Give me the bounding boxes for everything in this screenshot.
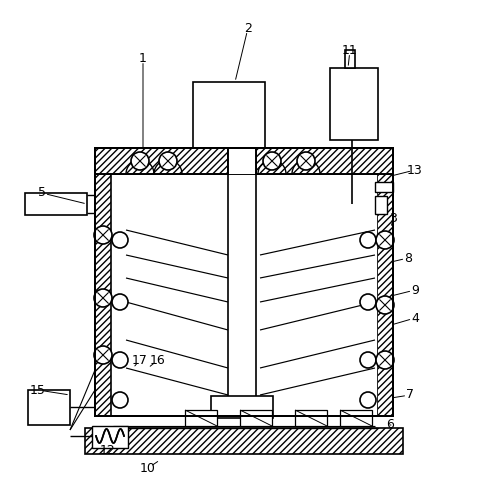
Bar (375, 182, 393, 192)
Text: 11: 11 (342, 43, 358, 56)
Text: 9: 9 (411, 283, 419, 296)
Circle shape (360, 392, 376, 408)
Text: 6: 6 (386, 419, 394, 432)
Circle shape (297, 152, 315, 170)
Text: 10: 10 (140, 462, 156, 475)
Bar (185, 410, 217, 426)
Bar (85, 428, 403, 454)
Bar (193, 82, 265, 148)
Bar (211, 396, 273, 418)
Text: 8: 8 (404, 251, 412, 264)
Text: 1: 1 (139, 51, 147, 64)
Bar (28, 390, 70, 425)
Text: 4: 4 (411, 311, 419, 324)
Circle shape (263, 152, 281, 170)
Circle shape (159, 152, 177, 170)
Bar (330, 68, 378, 140)
Bar (95, 148, 228, 174)
Circle shape (112, 294, 128, 310)
Bar (95, 148, 393, 416)
Bar (111, 174, 377, 416)
Text: 15: 15 (30, 384, 46, 397)
Text: 13: 13 (407, 164, 423, 177)
Bar (375, 196, 387, 214)
Circle shape (376, 351, 394, 369)
Bar (240, 410, 272, 426)
Text: 17: 17 (132, 353, 148, 366)
Text: 3: 3 (389, 212, 397, 225)
Text: 5: 5 (38, 187, 46, 200)
Circle shape (112, 232, 128, 248)
Circle shape (360, 294, 376, 310)
Bar (25, 193, 87, 215)
Circle shape (94, 289, 112, 307)
Bar (92, 426, 128, 448)
Circle shape (376, 296, 394, 314)
Text: 16: 16 (150, 353, 166, 366)
Bar (345, 50, 355, 68)
Bar (377, 174, 393, 416)
Bar (228, 148, 256, 174)
Circle shape (131, 152, 149, 170)
Text: 2: 2 (244, 21, 252, 34)
Circle shape (112, 392, 128, 408)
Circle shape (360, 352, 376, 368)
Bar (256, 148, 393, 174)
Bar (295, 410, 327, 426)
Text: 7: 7 (406, 389, 414, 402)
Bar (95, 174, 111, 416)
Circle shape (94, 226, 112, 244)
Circle shape (94, 346, 112, 364)
Bar (340, 410, 372, 426)
Circle shape (360, 232, 376, 248)
Circle shape (376, 231, 394, 249)
Circle shape (112, 352, 128, 368)
Text: 12: 12 (100, 444, 116, 457)
Bar (95, 148, 393, 416)
